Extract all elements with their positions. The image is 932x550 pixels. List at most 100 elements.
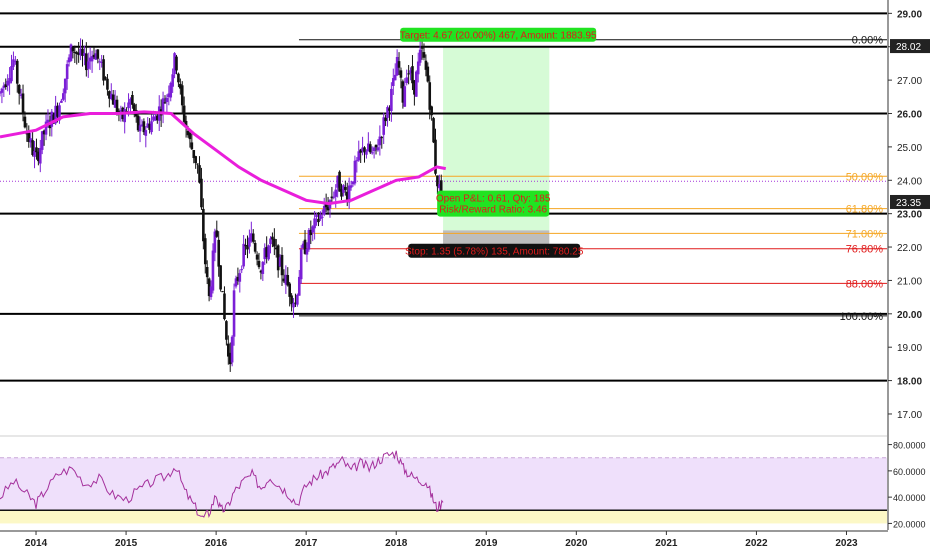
- candle: [301, 241, 305, 250]
- candle: [173, 52, 176, 79]
- time-tick-label: 2022: [745, 538, 768, 549]
- candle-body: [154, 116, 157, 121]
- candle: [355, 157, 359, 173]
- candle-body: [236, 276, 240, 281]
- candle-body: [152, 116, 155, 121]
- candle: [194, 155, 197, 169]
- candle-body: [315, 214, 318, 217]
- candle-body: [313, 218, 316, 229]
- candle: [81, 39, 84, 67]
- position-info-line-2: Risk/Reward Ratio: 3.46: [439, 205, 547, 216]
- candle: [234, 275, 238, 289]
- candle: [382, 112, 385, 145]
- candle-body: [365, 151, 368, 155]
- candle-body: [42, 130, 46, 135]
- candle-body: [194, 156, 197, 164]
- candle: [305, 242, 309, 263]
- candle-body: [422, 52, 426, 58]
- candle-body: [136, 115, 140, 131]
- rsi-tick-label: 60.0000: [893, 467, 926, 477]
- candle-body: [349, 185, 353, 188]
- candle-body: [211, 250, 215, 291]
- candle: [313, 211, 316, 240]
- candle: [138, 116, 142, 143]
- candle: [100, 54, 103, 68]
- candle: [169, 81, 173, 102]
- candle-body: [129, 98, 132, 105]
- candle: [48, 115, 52, 137]
- candle-body: [186, 130, 190, 136]
- candle-body: [372, 147, 376, 152]
- time-tick-label: 2015: [115, 538, 138, 549]
- price-tick-label: 20.00: [897, 310, 922, 321]
- time-tick-label: 2014: [25, 538, 48, 549]
- candle-body: [340, 189, 343, 197]
- candle-body: [290, 295, 293, 305]
- candle-body: [169, 83, 173, 98]
- candle: [221, 291, 224, 293]
- candle: [338, 170, 341, 192]
- candle: [307, 228, 311, 252]
- candle-body: [319, 214, 322, 220]
- candle: [428, 75, 432, 120]
- candle-body: [336, 175, 339, 188]
- price-badge: 28.02: [890, 39, 930, 54]
- candle-body: [225, 321, 228, 340]
- candle: [230, 335, 234, 367]
- candle-body: [420, 47, 424, 49]
- candle: [321, 209, 324, 226]
- candle: [322, 197, 326, 217]
- candle-body: [292, 303, 295, 308]
- candle-body: [301, 243, 305, 248]
- candle: [67, 54, 71, 67]
- candle: [111, 89, 115, 105]
- candle-body: [269, 238, 272, 245]
- candle: [79, 38, 82, 61]
- candle-body: [253, 242, 257, 252]
- candle: [397, 52, 401, 76]
- candle: [192, 150, 196, 164]
- candle-body: [65, 64, 69, 80]
- candle-body: [200, 178, 203, 208]
- rsi-tick-label: 80.0000: [893, 441, 926, 451]
- candle: [69, 43, 73, 62]
- candle-body: [368, 144, 372, 153]
- candle-body: [6, 80, 9, 86]
- candle: [317, 212, 320, 227]
- candle: [315, 212, 318, 226]
- candle-body: [27, 130, 31, 142]
- candle: [413, 79, 416, 106]
- candle-body: [226, 343, 230, 357]
- candle-body: [73, 51, 77, 53]
- candle-body: [436, 175, 439, 187]
- candle: [85, 42, 88, 77]
- candle: [416, 52, 420, 83]
- candle-body: [63, 78, 67, 94]
- candle-body: [297, 276, 301, 296]
- candle-body: [165, 97, 169, 102]
- candle-body: [98, 61, 102, 63]
- candle: [226, 335, 230, 365]
- candle-body: [115, 99, 119, 114]
- candle: [165, 94, 169, 114]
- candle-body: [438, 184, 441, 189]
- candle-body: [44, 121, 48, 135]
- candle-body: [75, 52, 79, 54]
- candle: [177, 72, 180, 88]
- candle-body: [407, 73, 410, 75]
- candle-body: [167, 93, 171, 97]
- candle: [203, 233, 207, 274]
- candle-body: [140, 124, 144, 126]
- candle-body: [0, 88, 4, 93]
- candle-body: [370, 152, 374, 154]
- candle: [403, 78, 407, 107]
- candle: [6, 74, 9, 92]
- candle-body: [127, 102, 130, 109]
- candle-body: [418, 49, 422, 63]
- rsi-tick-label: 40.0000: [893, 493, 926, 503]
- candle-body: [284, 274, 288, 285]
- candle-body: [403, 86, 407, 107]
- candle-body: [31, 140, 34, 155]
- candle: [288, 281, 291, 307]
- rsi-lower-band: [0, 510, 887, 524]
